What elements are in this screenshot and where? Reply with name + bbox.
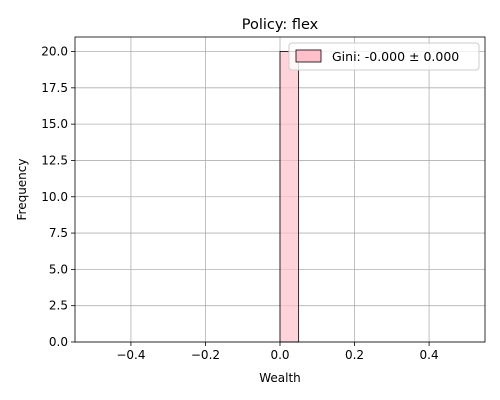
y-axis-label: Frequency <box>15 159 29 221</box>
y-tick-label-7: 17.5 <box>41 81 68 95</box>
x-tick-label-0: −0.4 <box>116 348 145 362</box>
legend-swatch <box>295 49 322 63</box>
y-tick-label-3: 7.5 <box>49 226 68 240</box>
y-tick-label-4: 10.0 <box>41 190 68 204</box>
y-tick-label-5: 12.5 <box>41 153 68 167</box>
legend-box <box>288 42 480 71</box>
x-tick-label-3: 0.2 <box>345 348 364 362</box>
y-tick-label-1: 2.5 <box>49 299 68 313</box>
chart-title: Policy: flex <box>242 17 319 33</box>
histogram-bars <box>279 51 300 343</box>
y-tick-label-2: 5.0 <box>49 262 68 276</box>
x-axis-ticks: −0.4 −0.2 0.0 0.2 0.4 <box>116 342 439 362</box>
y-tick-label-8: 20.0 <box>41 45 68 59</box>
y-tick-label-6: 15.0 <box>41 117 68 131</box>
legend: Gini: -0.000 ± 0.000 <box>288 42 480 71</box>
x-tick-label-2: 0.0 <box>270 348 289 362</box>
x-tick-label-1: −0.2 <box>191 348 220 362</box>
x-tick-label-4: 0.4 <box>420 348 439 362</box>
histogram-bar-10 <box>279 51 300 343</box>
y-tick-label-0: 0.0 <box>49 335 68 349</box>
legend-entry: Gini: -0.000 ± 0.000 <box>332 49 459 64</box>
x-axis-label: Wealth <box>259 371 301 385</box>
y-axis-ticks: 0.0 2.5 5.0 7.5 10.0 12.5 15.0 17.5 20.0 <box>41 45 75 349</box>
